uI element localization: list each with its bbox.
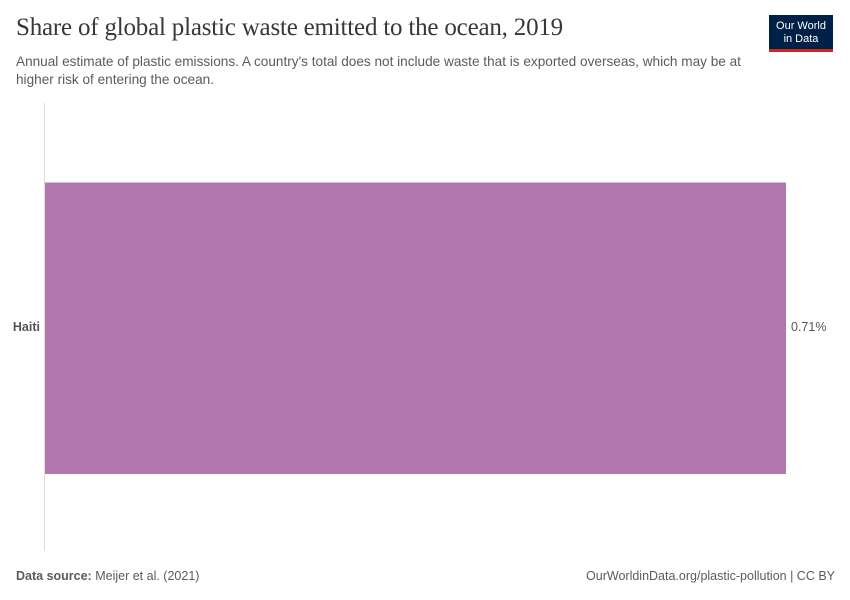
bar-haiti[interactable] [45, 182, 786, 474]
footer-url-license[interactable]: OurWorldinData.org/plastic-pollution | C… [586, 569, 835, 583]
category-label: Haiti [12, 320, 40, 334]
value-label: 0.71% [791, 320, 827, 334]
data-source-link[interactable]: Meijer et al. (2021) [95, 569, 200, 583]
data-source: Data source: Meijer et al. (2021) [16, 569, 199, 583]
logo-line-1: Our World [776, 20, 826, 32]
owid-logo[interactable]: Our World in Data [769, 15, 833, 52]
chart-title: Share of global plastic waste emitted to… [16, 14, 563, 41]
logo-line-2: in Data [783, 32, 819, 45]
data-source-label: Data source: [16, 569, 92, 583]
chart-subtitle: Annual estimate of plastic emissions. A … [16, 54, 741, 87]
y-axis-line [44, 103, 45, 551]
